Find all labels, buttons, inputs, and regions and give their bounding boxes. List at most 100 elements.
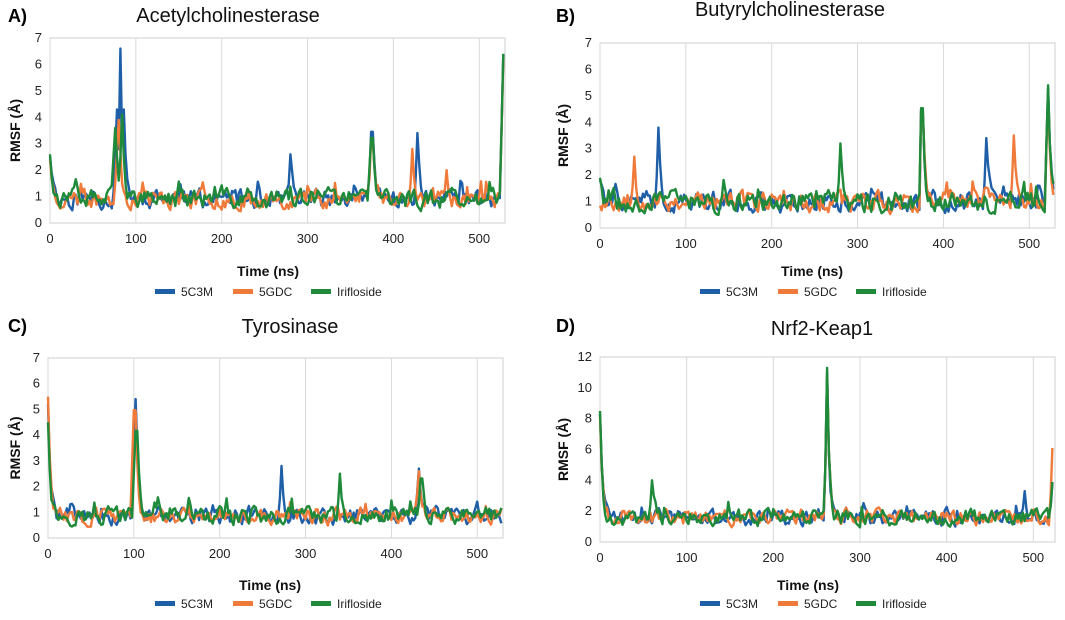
series-line-5gdc bbox=[598, 94, 1055, 216]
x-tick-label: 0 bbox=[596, 236, 603, 251]
legend-label: 5C3M bbox=[726, 597, 758, 611]
x-tick-label: 200 bbox=[211, 231, 233, 246]
y-tick-label: 6 bbox=[35, 56, 42, 71]
x-axis-title: Time (ns) bbox=[237, 263, 299, 279]
y-tick-label: 0 bbox=[585, 534, 592, 549]
y-tick-label: 6 bbox=[585, 442, 592, 457]
y-tick-label: 7 bbox=[33, 350, 40, 365]
x-tick-label: 100 bbox=[125, 231, 147, 246]
x-axis-title: Time (ns) bbox=[777, 577, 839, 593]
x-tick-label: 500 bbox=[1022, 550, 1044, 565]
y-tick-label: 10 bbox=[578, 380, 592, 395]
legend-swatch bbox=[311, 601, 331, 606]
legend-swatch bbox=[778, 289, 798, 294]
y-tick-label: 1 bbox=[33, 504, 40, 519]
series-line-irifloside bbox=[48, 53, 505, 213]
y-tick-label: 6 bbox=[33, 376, 40, 391]
y-tick-label: 0 bbox=[33, 530, 40, 545]
legend-swatch bbox=[155, 601, 175, 606]
y-tick-label: 5 bbox=[33, 401, 40, 416]
y-tick-label: 2 bbox=[33, 479, 40, 494]
x-tick-label: 300 bbox=[297, 231, 319, 246]
y-tick-label: 4 bbox=[35, 109, 42, 124]
x-tick-label: 100 bbox=[676, 550, 698, 565]
legend-label: Irifloside bbox=[337, 597, 382, 611]
y-tick-label: 4 bbox=[585, 472, 592, 487]
y-tick-label: 0 bbox=[35, 215, 42, 230]
panel-letter: D) bbox=[556, 316, 575, 336]
y-tick-label: 3 bbox=[585, 141, 592, 156]
x-tick-label: 0 bbox=[596, 550, 603, 565]
x-tick-label: 200 bbox=[761, 236, 783, 251]
panel-letter: C) bbox=[8, 316, 27, 336]
legend-label: 5C3M bbox=[181, 285, 213, 299]
y-tick-label: 2 bbox=[585, 167, 592, 182]
x-axis-title: Time (ns) bbox=[781, 263, 843, 279]
y-tick-label: 12 bbox=[578, 349, 592, 364]
chart-title: Tyrosinase bbox=[242, 316, 339, 338]
x-axis-title: Time (ns) bbox=[239, 577, 301, 593]
y-tick-label: 2 bbox=[35, 162, 42, 177]
y-tick-label: 3 bbox=[33, 453, 40, 468]
y-axis-title: RMSF (Å) bbox=[555, 418, 571, 481]
x-tick-label: 500 bbox=[1018, 236, 1040, 251]
y-axis-title: RMSF (Å) bbox=[555, 104, 571, 167]
y-tick-label: 8 bbox=[585, 411, 592, 426]
legend-swatch bbox=[700, 289, 720, 294]
series-line-irifloside bbox=[46, 422, 503, 528]
legend-label: 5GDC bbox=[259, 285, 293, 299]
x-tick-label: 400 bbox=[381, 546, 403, 561]
x-tick-label: 400 bbox=[933, 236, 955, 251]
y-tick-label: 7 bbox=[35, 30, 42, 45]
y-tick-label: 4 bbox=[585, 114, 592, 129]
x-tick-label: 300 bbox=[849, 550, 871, 565]
x-tick-label: 500 bbox=[466, 546, 488, 561]
panel-letter: A) bbox=[8, 6, 27, 26]
legend-swatch bbox=[155, 289, 175, 294]
x-tick-label: 0 bbox=[44, 546, 51, 561]
legend-label: Irifloside bbox=[882, 597, 927, 611]
chart-title: Acetylcholinesterase bbox=[136, 5, 319, 27]
legend-label: Irifloside bbox=[882, 285, 927, 299]
legend-swatch bbox=[856, 601, 876, 606]
legend-label: 5GDC bbox=[259, 597, 293, 611]
x-tick-label: 0 bbox=[46, 231, 53, 246]
legend-swatch bbox=[778, 601, 798, 606]
legend-label: 5GDC bbox=[804, 285, 838, 299]
y-tick-label: 4 bbox=[33, 427, 40, 442]
y-tick-label: 5 bbox=[35, 83, 42, 98]
x-tick-label: 200 bbox=[762, 550, 784, 565]
x-tick-label: 400 bbox=[936, 550, 958, 565]
chart-panel-3: C) Tyrosinase 0 100 200 300 400 500 0 1 2 3 4 5 6 7 Time… bbox=[7, 316, 504, 611]
legend-swatch bbox=[233, 601, 253, 606]
legend-label: 5C3M bbox=[726, 285, 758, 299]
legend-swatch bbox=[700, 601, 720, 606]
y-tick-label: 0 bbox=[585, 220, 592, 235]
y-tick-label: 6 bbox=[585, 61, 592, 76]
legend-label: 5C3M bbox=[181, 597, 213, 611]
legend-swatch bbox=[856, 289, 876, 294]
x-tick-label: 200 bbox=[209, 546, 231, 561]
chart-title: Nrf2-Keap1 bbox=[771, 318, 873, 340]
x-tick-label: 300 bbox=[295, 546, 317, 561]
legend-label: 5GDC bbox=[804, 597, 838, 611]
chart-panel-4: D) Nrf2-Keap1 0 100 200 300 400 500 0 2 4 6 8 10 12 Tim… bbox=[555, 316, 1056, 611]
y-tick-label: 1 bbox=[35, 189, 42, 204]
chart-panel-2: B) Butyrylcholinesterase 0 100 200 300 400 500 0… bbox=[555, 0, 1056, 299]
y-tick-label: 3 bbox=[35, 136, 42, 151]
series-line-irifloside bbox=[598, 366, 1054, 529]
chart-title: Butyrylcholinesterase bbox=[695, 0, 885, 21]
legend-swatch bbox=[233, 289, 253, 294]
x-tick-label: 100 bbox=[123, 546, 145, 561]
series-line-irifloside bbox=[598, 84, 1055, 216]
y-tick-label: 2 bbox=[585, 503, 592, 518]
x-tick-label: 100 bbox=[675, 236, 697, 251]
y-tick-label: 5 bbox=[585, 88, 592, 103]
y-axis-title: RMSF (Å) bbox=[7, 99, 23, 162]
x-tick-label: 400 bbox=[383, 231, 405, 246]
y-tick-label: 1 bbox=[585, 194, 592, 209]
y-tick-label: 7 bbox=[585, 35, 592, 50]
legend-label: Irifloside bbox=[337, 285, 382, 299]
chart-panel-1: A) Acetylcholinesterase 0 100 200 300 400 500 0 1… bbox=[7, 5, 506, 299]
